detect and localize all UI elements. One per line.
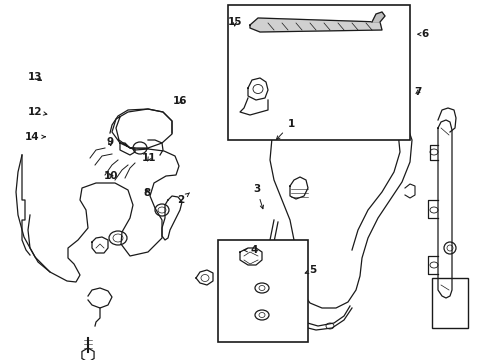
- Text: 15: 15: [227, 17, 242, 27]
- Bar: [227, 5, 409, 140]
- Text: 9: 9: [106, 137, 113, 147]
- Text: 2: 2: [177, 193, 189, 205]
- Text: 5: 5: [305, 265, 316, 275]
- Text: 11: 11: [142, 153, 156, 163]
- Text: 3: 3: [253, 184, 263, 209]
- Bar: [431, 278, 467, 328]
- Text: 4: 4: [244, 245, 258, 255]
- Text: 7: 7: [413, 87, 421, 97]
- Text: 6: 6: [417, 29, 428, 39]
- Polygon shape: [371, 12, 384, 22]
- Text: 1: 1: [276, 119, 294, 139]
- Text: 10: 10: [104, 171, 119, 181]
- Text: 14: 14: [24, 132, 45, 142]
- Text: 13: 13: [28, 72, 42, 82]
- Polygon shape: [249, 18, 381, 32]
- Text: 8: 8: [143, 188, 150, 198]
- Text: 16: 16: [172, 96, 187, 106]
- Bar: [218, 240, 307, 342]
- Text: 12: 12: [28, 107, 47, 117]
